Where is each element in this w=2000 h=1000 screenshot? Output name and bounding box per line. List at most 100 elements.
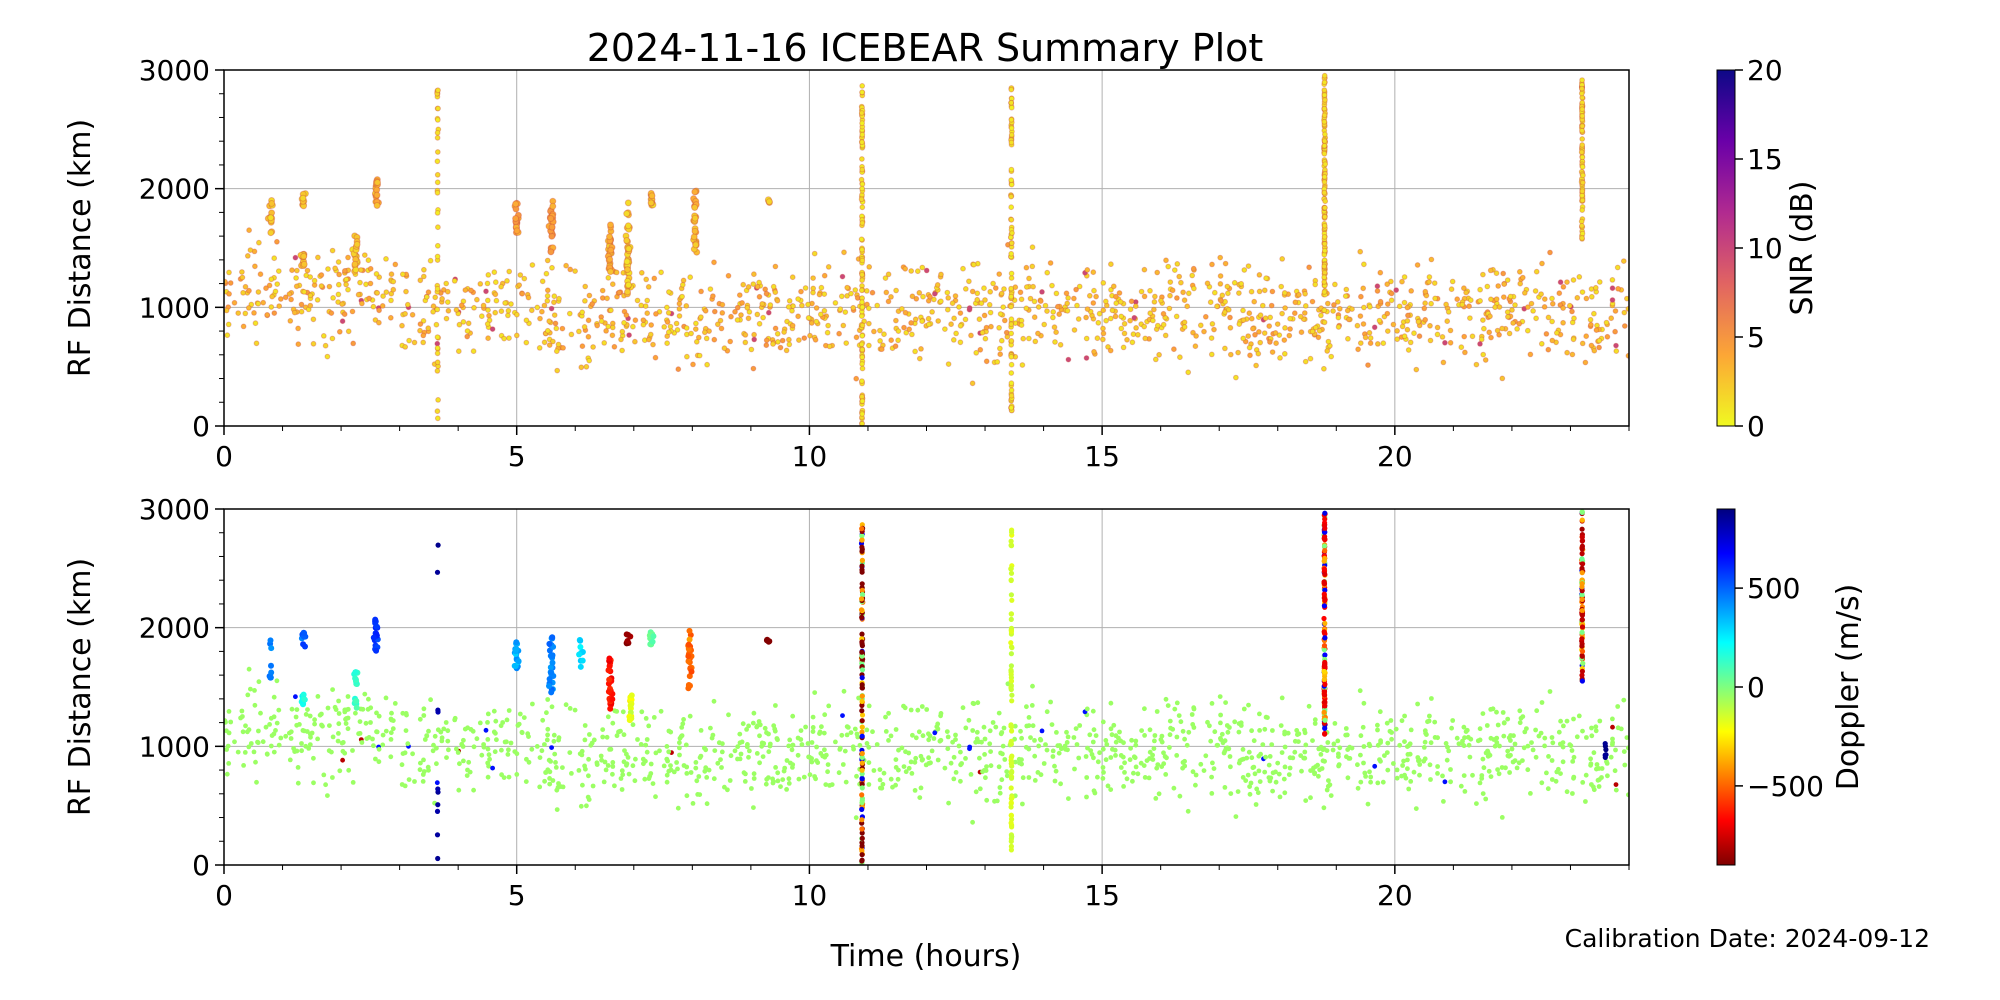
scatter-point [287, 730, 292, 736]
scatter-point [1322, 161, 1329, 168]
scatter-point [1508, 733, 1513, 738]
scatter-point [470, 348, 477, 355]
scatter-point [781, 329, 787, 336]
scatter-point [1097, 750, 1102, 756]
scatter-point [1282, 744, 1288, 750]
scatter-point [766, 638, 773, 645]
scatter-point [688, 330, 694, 337]
scatter-point [1610, 740, 1615, 745]
scatter-point [443, 315, 450, 322]
scatter-point [1362, 334, 1369, 341]
scatter-point [966, 305, 973, 311]
scatter-point [1027, 295, 1034, 302]
scatter-point [1211, 326, 1217, 333]
scatter-point [661, 324, 668, 330]
scatter-point [292, 749, 298, 754]
scatter-point [1422, 288, 1429, 295]
scatter-point [1426, 279, 1432, 285]
y-axis-label: RF Distance (km) [63, 119, 98, 377]
scatter-point [1543, 331, 1550, 337]
scatter-point [1031, 298, 1038, 305]
scatter-point [1432, 295, 1438, 302]
scatter-point [1093, 733, 1099, 738]
scatter-point [864, 741, 870, 746]
scatter-point [1321, 105, 1328, 112]
scatter-point [474, 296, 480, 303]
scatter-point [1579, 624, 1586, 630]
scatter-point [542, 742, 547, 747]
scatter-point [576, 768, 582, 773]
scatter-point [763, 342, 770, 349]
scatter-point [1008, 139, 1015, 146]
scatter-point [859, 826, 865, 832]
scatter-point [452, 717, 458, 723]
scatter-point [902, 705, 908, 711]
scatter-point [307, 274, 314, 280]
scatter-point [1018, 322, 1025, 329]
scatter-point [784, 758, 790, 763]
scatter-point [485, 272, 492, 278]
scatter-point [664, 319, 671, 325]
scatter-point [653, 794, 658, 800]
scatter-point [783, 347, 790, 354]
scatter-point [858, 236, 865, 243]
scatter-point [1181, 297, 1188, 304]
scatter-point [383, 256, 389, 262]
scatter-point [623, 237, 631, 244]
scatter-point [658, 708, 664, 714]
scatter-point [1422, 316, 1429, 323]
scatter-point [818, 751, 824, 756]
scatter-point [339, 301, 346, 308]
scatter-point [432, 733, 438, 739]
scatter-point [1032, 338, 1039, 345]
scatter-point [1074, 302, 1080, 309]
scatter-point [1589, 725, 1594, 731]
scatter-point [1549, 758, 1555, 763]
scatter-point [271, 310, 278, 317]
scatter-point [795, 752, 801, 758]
scatter-point [601, 340, 608, 346]
scatter-point [1588, 756, 1593, 762]
scatter-point [1257, 339, 1264, 346]
scatter-point [766, 749, 772, 755]
scatter-point [1361, 304, 1367, 311]
scatter-point [614, 733, 620, 739]
scatter-point [549, 202, 557, 210]
scatter-point [268, 662, 274, 669]
scatter-point [1186, 729, 1192, 735]
scatter-point [493, 730, 498, 736]
scatter-point [517, 711, 523, 717]
scatter-point [1129, 339, 1136, 346]
scatter-point [1147, 287, 1153, 294]
scatter-point [444, 299, 451, 306]
scatter-point [1008, 770, 1014, 776]
scatter-point [246, 727, 252, 733]
scatter-point [974, 290, 981, 297]
scatter-point [1605, 773, 1610, 779]
scatter-point [245, 692, 251, 698]
scatter-point [380, 732, 386, 738]
scatter-point [582, 298, 588, 304]
scatter-point [618, 776, 624, 781]
scatter-point [1276, 771, 1282, 777]
scatter-point [710, 732, 716, 738]
scatter-point [559, 325, 566, 332]
scatter-point [1108, 700, 1114, 706]
scatter-point [1358, 293, 1364, 300]
scatter-point [1256, 288, 1263, 295]
scatter-point [881, 331, 887, 338]
scatter-point [1217, 273, 1224, 279]
scatter-point [966, 278, 972, 285]
scatter-point [1579, 207, 1586, 214]
scatter-point [549, 704, 555, 710]
scatter-point [1544, 770, 1549, 776]
scatter-point [1322, 510, 1328, 516]
scatter-point [433, 321, 440, 328]
scatter-point [466, 759, 472, 765]
scatter-point [1117, 729, 1122, 735]
scatter-point [278, 735, 284, 741]
scatter-point [1321, 289, 1328, 295]
scatter-point [1579, 85, 1585, 92]
scatter-point [859, 587, 865, 594]
scatter-point [1557, 279, 1564, 286]
